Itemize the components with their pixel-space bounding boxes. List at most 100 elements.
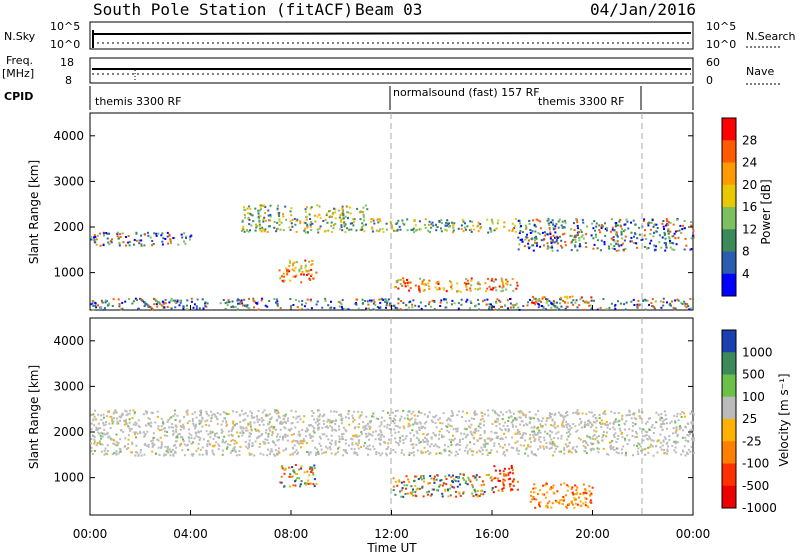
data-cell bbox=[165, 450, 168, 453]
data-cell bbox=[524, 416, 527, 419]
data-cell bbox=[590, 501, 593, 504]
data-cell bbox=[258, 217, 261, 220]
data-cell bbox=[300, 439, 303, 442]
data-cell bbox=[617, 420, 620, 423]
data-cell bbox=[623, 239, 626, 242]
data-cell bbox=[397, 279, 400, 282]
data-cell bbox=[419, 228, 422, 231]
data-cell bbox=[414, 421, 416, 424]
data-cell bbox=[558, 308, 560, 311]
data-cell bbox=[483, 424, 485, 427]
data-cell bbox=[495, 431, 498, 434]
data-cell bbox=[219, 413, 222, 416]
data-cell bbox=[615, 222, 618, 224]
data-cell bbox=[489, 288, 492, 291]
data-cell bbox=[218, 436, 220, 439]
data-cell bbox=[202, 307, 205, 310]
data-cell bbox=[566, 438, 569, 441]
data-cell bbox=[557, 242, 559, 245]
data-cell bbox=[510, 446, 513, 449]
data-cell bbox=[174, 451, 177, 454]
data-cell bbox=[585, 301, 588, 304]
data-cell bbox=[616, 240, 619, 243]
data-cell bbox=[379, 306, 382, 309]
data-cell bbox=[501, 488, 504, 491]
data-cell bbox=[365, 424, 368, 427]
data-cell bbox=[215, 441, 218, 444]
data-cell bbox=[679, 413, 682, 416]
data-cell bbox=[469, 430, 472, 433]
data-cell bbox=[239, 446, 242, 449]
data-cell bbox=[687, 305, 690, 308]
data-cell bbox=[409, 437, 412, 440]
data-cell bbox=[676, 412, 679, 415]
data-cell bbox=[560, 434, 563, 437]
data-cell bbox=[473, 488, 476, 491]
data-cell bbox=[551, 431, 553, 434]
data-cell bbox=[147, 422, 150, 425]
data-cell bbox=[260, 208, 262, 211]
data-cell bbox=[294, 426, 297, 429]
data-cell bbox=[541, 425, 544, 428]
data-cell bbox=[309, 424, 312, 426]
data-cell bbox=[468, 478, 471, 481]
data-cell bbox=[124, 420, 127, 423]
data-cell bbox=[589, 437, 592, 440]
data-cell bbox=[273, 221, 276, 224]
data-cell bbox=[479, 283, 481, 286]
data-cell bbox=[477, 221, 480, 224]
data-cell bbox=[248, 442, 251, 445]
data-cell bbox=[689, 307, 692, 310]
freq-panel bbox=[89, 57, 694, 84]
data-cell bbox=[574, 425, 577, 428]
data-cell bbox=[311, 435, 314, 438]
data-cell bbox=[682, 224, 684, 227]
data-cell bbox=[673, 440, 676, 443]
data-cell bbox=[430, 226, 433, 229]
data-cell bbox=[257, 429, 260, 432]
data-cell bbox=[247, 212, 250, 215]
freq-unit: [MHz] bbox=[2, 67, 34, 80]
data-cell bbox=[493, 465, 496, 468]
data-cell bbox=[358, 416, 361, 419]
data-cell bbox=[192, 306, 195, 309]
data-cell bbox=[263, 204, 266, 207]
power-plot-frame bbox=[89, 112, 694, 311]
data-cell bbox=[458, 491, 461, 494]
data-cell bbox=[584, 489, 587, 492]
data-cell bbox=[426, 416, 429, 418]
data-cell bbox=[554, 412, 557, 415]
data-cell bbox=[585, 246, 588, 249]
data-cell bbox=[590, 442, 593, 445]
data-cell bbox=[531, 299, 534, 302]
data-cell bbox=[468, 419, 471, 422]
data-cell bbox=[313, 467, 316, 469]
data-cell bbox=[296, 453, 299, 456]
data-cell bbox=[397, 431, 400, 434]
data-cell bbox=[111, 453, 114, 456]
data-cell bbox=[326, 221, 329, 224]
data-cell bbox=[254, 440, 257, 443]
data-cell bbox=[93, 424, 96, 427]
data-cell bbox=[449, 494, 452, 497]
data-cell bbox=[127, 447, 130, 449]
data-cell bbox=[215, 415, 218, 418]
data-cell bbox=[194, 423, 197, 426]
data-cell bbox=[560, 499, 563, 502]
data-cell bbox=[347, 410, 350, 413]
data-cell bbox=[604, 228, 607, 230]
data-cell bbox=[253, 306, 255, 309]
data-cell bbox=[164, 302, 167, 305]
data-cell bbox=[365, 427, 368, 430]
data-cell bbox=[382, 409, 385, 412]
data-cell bbox=[422, 475, 425, 477]
data-cell bbox=[185, 237, 187, 239]
data-cell bbox=[479, 422, 482, 425]
data-cell bbox=[308, 452, 311, 455]
data-cell bbox=[518, 449, 521, 452]
data-cell bbox=[563, 449, 566, 451]
data-cell bbox=[562, 418, 565, 421]
data-cell bbox=[482, 443, 485, 446]
data-cell bbox=[461, 438, 464, 440]
data-cell bbox=[242, 427, 245, 430]
